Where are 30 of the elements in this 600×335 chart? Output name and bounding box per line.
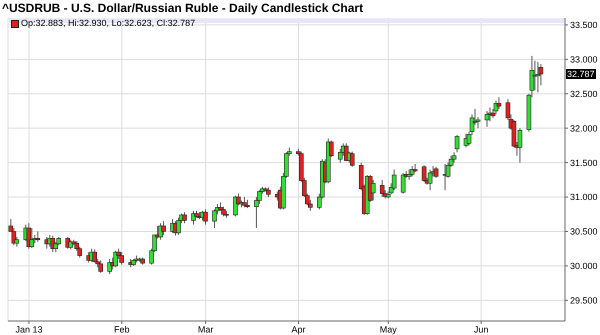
candlestick — [35, 230, 40, 242]
x-tick-label: Apr — [291, 324, 306, 334]
candlestick — [400, 172, 406, 194]
candlestick — [452, 152, 456, 164]
candlestick — [161, 220, 166, 236]
y-tick-label: 33.000 — [570, 54, 598, 65]
y-tick-label: 31.000 — [570, 192, 598, 202]
candlestick — [392, 169, 396, 191]
annotation: 32.787 — [566, 68, 596, 79]
y-tick-label: 32.000 — [570, 123, 598, 134]
x-tick-label: Mar — [198, 324, 214, 334]
x-tick-label: Jun — [474, 324, 488, 334]
candlestick — [380, 179, 384, 198]
annotation: Op:32.883, Hi:32.930, Lo:32.623, Cl:32.787 — [21, 18, 196, 28]
candlestick — [370, 179, 376, 201]
candlestick — [176, 217, 181, 236]
y-tick-label: 33.500 — [570, 20, 598, 30]
candlestick — [496, 96, 502, 110]
candlestick — [53, 241, 58, 253]
y-tick-label: 29.500 — [570, 296, 598, 306]
x-tick-label: May — [380, 324, 398, 334]
chart-title: ^USDRUB - U.S. Dollar/Russian Ruble - Daily Candlestick Chart — [2, 1, 364, 15]
x-tick-label: Jan 13 — [15, 324, 42, 334]
y-tick-label: 32.500 — [570, 88, 598, 99]
y-tick-label: 30.500 — [570, 226, 598, 237]
candlestick — [454, 134, 460, 153]
x-tick-label: Feb — [114, 324, 130, 334]
candlestick — [203, 208, 208, 226]
y-tick-label: 30.000 — [570, 261, 598, 272]
y-tick-label: 31.500 — [570, 158, 598, 168]
